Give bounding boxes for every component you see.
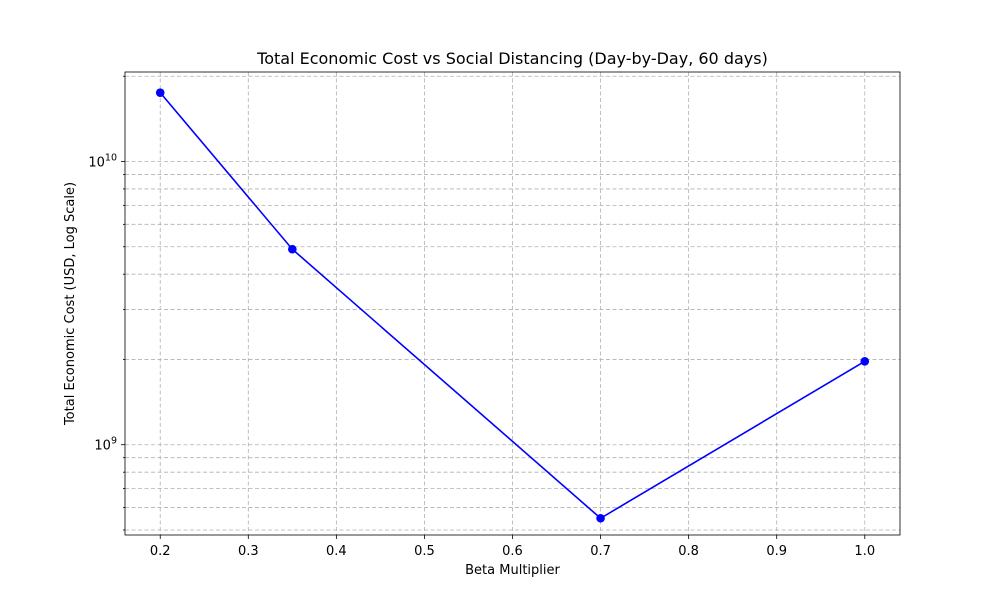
y-tick-label: 1010 [88,152,117,170]
x-tick-label: 0.2 [150,544,171,559]
chart-title: Total Economic Cost vs Social Distancing… [256,49,768,68]
y-tick-label: 109 [94,436,117,454]
x-ticks: 0.2 0.3 0.4 0.5 0.6 0.7 0.8 0.9 1.0 [150,535,875,559]
x-tick-label: 0.6 [502,544,523,559]
x-tick-label: 0.8 [678,544,699,559]
series-line [159,92,866,520]
x-axis-label: Beta Multiplier [465,563,560,578]
y-tick-exponent: 9 [111,436,117,447]
data-point [596,513,605,523]
y-tick-base: 10 [88,155,105,170]
y-axis-label: Total Economic Cost (USD, Log Scale) [63,182,78,426]
x-tick-label: 0.9 [766,544,787,559]
series-layer [155,88,870,523]
x-tick-label: 0.5 [414,544,435,559]
grid-layer [125,72,900,535]
y-tick-base: 10 [94,439,111,454]
x-tick-label: 0.4 [326,544,347,559]
y-tick-exponent: 10 [105,152,117,163]
x-tick-label: 1.0 [854,544,875,559]
x-tick-label: 0.3 [238,544,259,559]
data-point [860,357,870,366]
x-tick-label: 0.7 [590,544,611,559]
data-point [288,244,297,254]
data-point [155,88,165,97]
